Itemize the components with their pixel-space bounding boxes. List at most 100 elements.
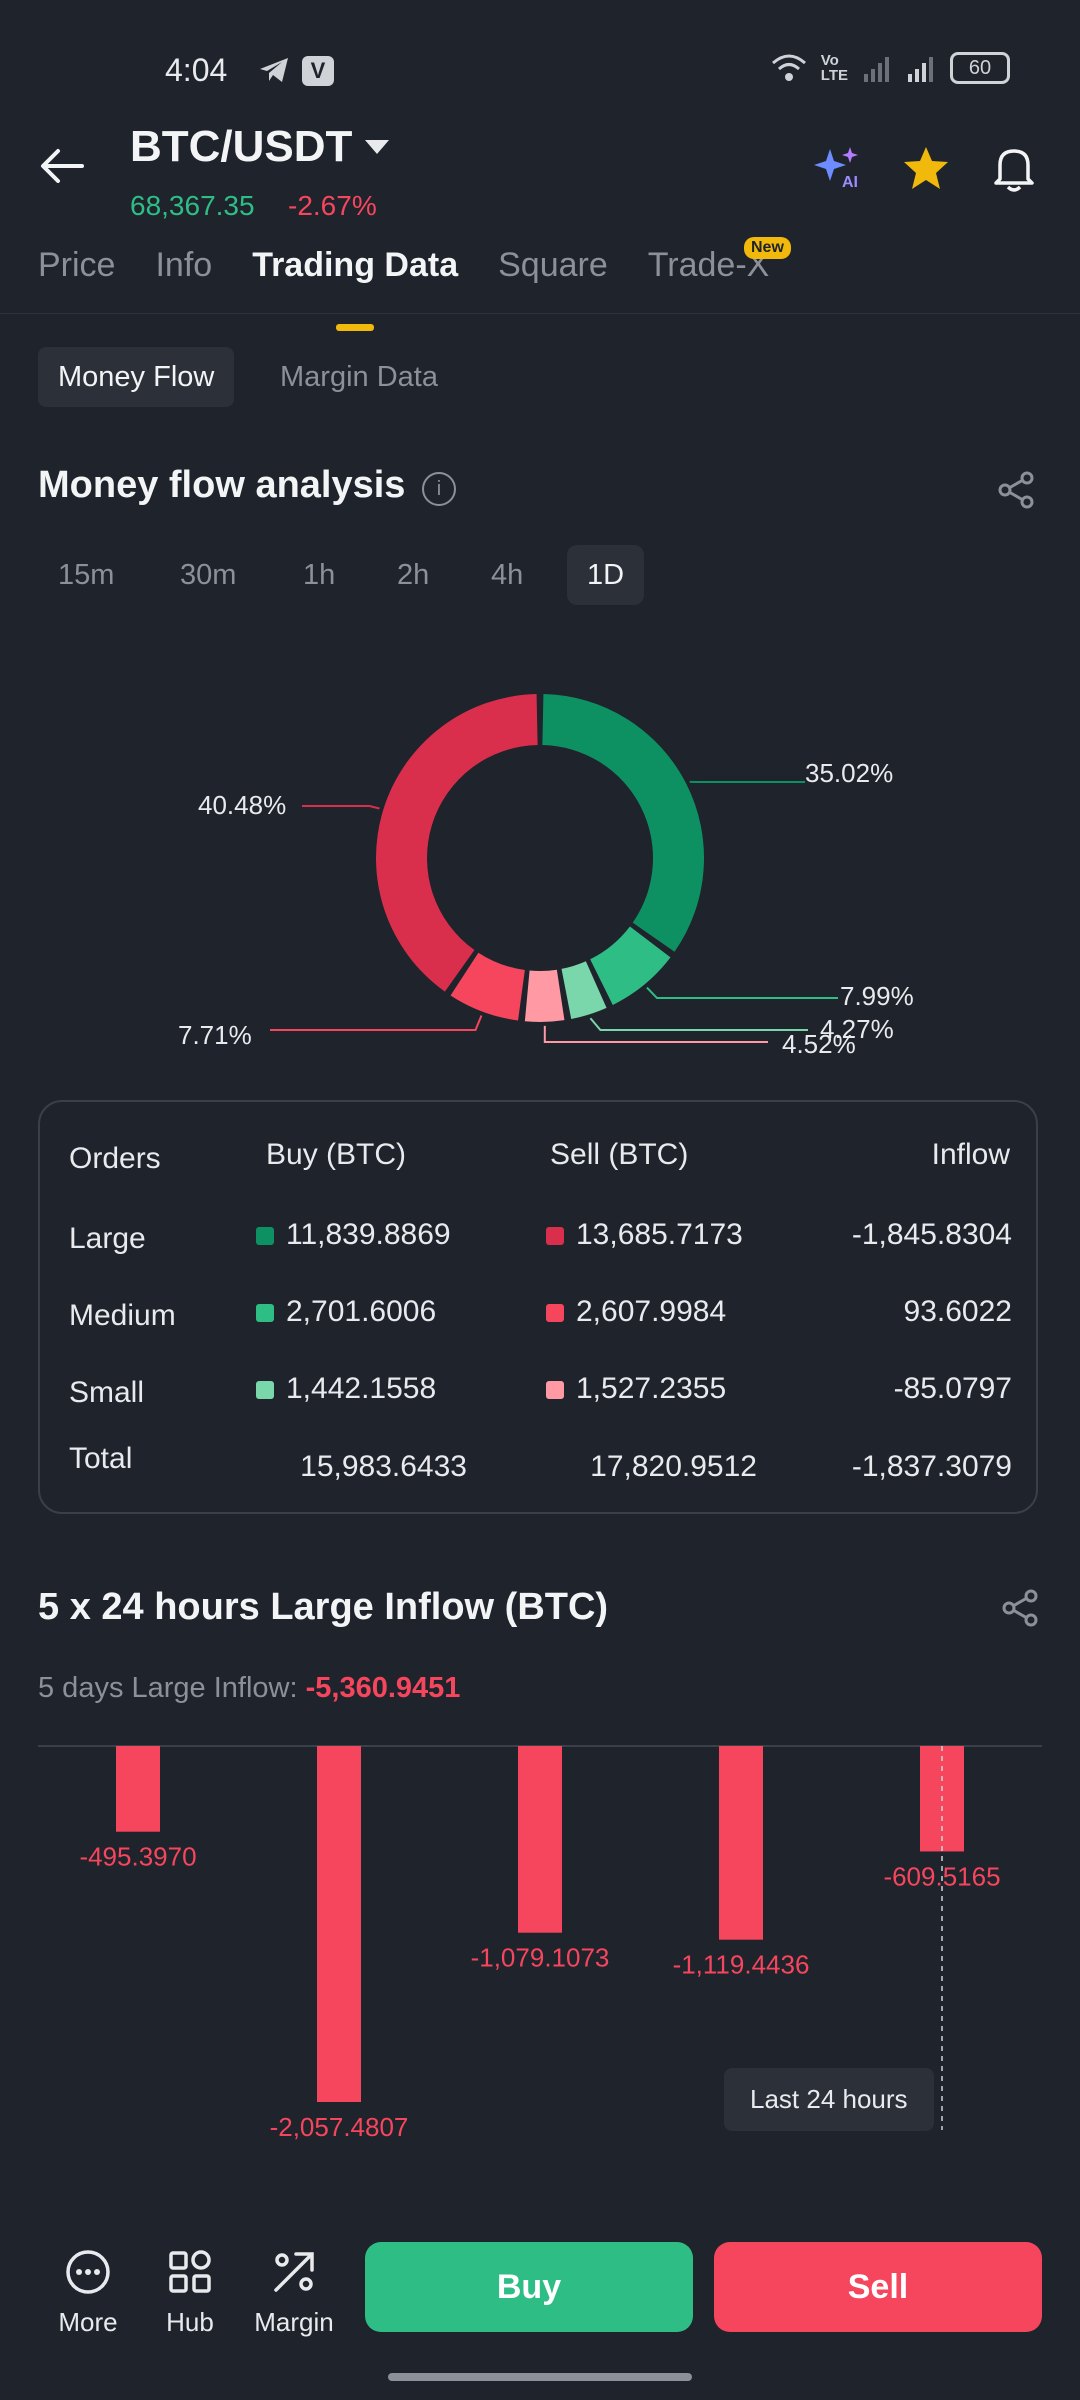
wifi-icon (771, 54, 806, 81)
range-30m[interactable]: 30m (180, 559, 237, 591)
hub-icon (169, 2250, 211, 2293)
inflow-bar[interactable] (719, 1746, 763, 1940)
range-15m[interactable]: 15m (58, 559, 115, 591)
row-sell-value: 2,607.9984 (576, 1295, 727, 1328)
ai-assistant-button[interactable]: AI (812, 145, 862, 196)
header-sell: Sell (BTC) (550, 1138, 689, 1171)
volte-icon: Vo LTE (820, 52, 848, 84)
row-buy: 1,442.1558 (256, 1372, 436, 1406)
row-inflow: -85.0797 (893, 1372, 1012, 1405)
home-indicator[interactable] (388, 2373, 692, 2381)
buy-button[interactable]: Buy (365, 2242, 693, 2332)
five-day-inflow-value: -5,360.9451 (305, 1672, 461, 1704)
tab-price[interactable]: Price (38, 246, 116, 284)
row-sell-value: 1,527.2355 (576, 1372, 727, 1405)
donut-label: 40.48% (198, 790, 286, 820)
donut-leader-line (589, 1017, 808, 1031)
tab-info[interactable]: Info (155, 246, 213, 284)
tab-trading-data[interactable]: Trading Data (252, 246, 459, 331)
large-inflow-bar-chart: -495.3970 -2,057.4807 -1,079.1073 -1,119.44… (38, 1745, 1042, 2142)
legend-swatch (256, 1381, 274, 1400)
signal-1-icon (864, 57, 889, 82)
row-sell: 1,527.2355 (546, 1372, 726, 1406)
inflow-bar[interactable] (116, 1746, 160, 1832)
row-buy: 2,701.6006 (256, 1295, 436, 1329)
hub-label: Hub (166, 2307, 214, 2337)
subtab-money-flow[interactable]: Money Flow (38, 347, 235, 407)
row-sell: 13,685.7173 (546, 1218, 743, 1252)
back-button[interactable] (40, 148, 84, 189)
notification-button[interactable] (992, 145, 1036, 198)
back-arrow-icon (41, 149, 84, 183)
donut-label: 35.02% (805, 758, 893, 788)
donut-label: 7.71% (178, 1020, 252, 1050)
donut-label: 4.52% (782, 1029, 856, 1059)
margin-label: Margin (254, 2307, 334, 2337)
orders-table (38, 1100, 1038, 1514)
donut-leader-line (302, 805, 380, 810)
donut-leader-line (543, 1025, 768, 1043)
row-inflow: 93.6022 (903, 1295, 1012, 1328)
range-2h[interactable]: 2h (397, 559, 430, 591)
donut-leader-line (646, 986, 838, 999)
header-inflow: Inflow (931, 1138, 1010, 1171)
large-inflow-title: 5 x 24 hours Large Inflow (BTC) (38, 1586, 609, 1628)
signal-2-icon (908, 57, 933, 82)
tab-square[interactable]: Square (498, 246, 608, 284)
donut-leader-line (270, 1015, 483, 1031)
new-badge: New (744, 237, 791, 259)
inflow-bar[interactable] (317, 1746, 361, 2102)
margin-icon (274, 2252, 314, 2292)
price-change: -2.67% (288, 190, 377, 221)
legend-swatch (546, 1227, 564, 1246)
inflow-bar[interactable] (518, 1746, 562, 1933)
info-icon[interactable]: i (422, 472, 456, 506)
donut-slice[interactable] (561, 961, 607, 1020)
last-24h-tooltip: Last 24 hours (724, 2068, 934, 2131)
svg-text:AI: AI (842, 174, 858, 191)
subtab-margin-data[interactable]: Margin Data (280, 361, 438, 393)
donut-slice[interactable] (376, 694, 538, 992)
row-buy-value: 1,442.1558 (286, 1372, 437, 1405)
tabs-divider (0, 313, 1080, 314)
donut-slice[interactable] (524, 969, 565, 1022)
range-1h[interactable]: 1h (303, 559, 336, 591)
donut-slice[interactable] (542, 694, 704, 952)
total-sell: 17,820.9512 (590, 1450, 757, 1483)
header-orders: Orders (69, 1142, 161, 1175)
last-price: 68,367.35 (130, 190, 255, 221)
app-notification-icon: V (302, 56, 334, 86)
bar-value-label: -2,057.4807 (270, 2112, 409, 2142)
donut-label: 4.27% (820, 1014, 894, 1044)
row-buy-value: 2,701.6006 (286, 1295, 437, 1328)
five-day-inflow: 5 days Large Inflow: -5,360.9451 (38, 1672, 460, 1705)
margin-button[interactable]: Margin (250, 2248, 338, 2338)
range-1d[interactable]: 1D (567, 545, 645, 605)
main-tabs: Price Info Trading Data Square Trade-X (38, 246, 769, 331)
share-inflow-button[interactable] (1000, 1588, 1040, 1633)
legend-swatch (546, 1381, 564, 1400)
hub-button[interactable]: Hub (152, 2248, 228, 2338)
total-label: Total (69, 1442, 133, 1475)
pair-dropdown-icon[interactable] (365, 140, 389, 154)
donut-slice[interactable] (450, 952, 525, 1021)
more-icon (66, 2250, 110, 2294)
donut-slice[interactable] (590, 926, 671, 1005)
pair-title[interactable]: BTC/USDT (130, 122, 353, 171)
row-label: Medium (69, 1299, 176, 1332)
favorite-button[interactable] (902, 145, 950, 196)
more-label: More (58, 2307, 118, 2337)
sell-button[interactable]: Sell (714, 2242, 1042, 2332)
share-money-flow-button[interactable] (996, 470, 1036, 515)
bell-icon (994, 149, 1034, 192)
legend-swatch (256, 1227, 274, 1246)
row-buy-value: 11,839.8869 (286, 1218, 451, 1251)
legend-swatch (546, 1304, 564, 1323)
ai-sparkle-icon: AI (814, 147, 858, 191)
share-icon (998, 471, 1034, 509)
more-button[interactable]: More (50, 2248, 126, 2338)
range-4h[interactable]: 4h (491, 559, 524, 591)
donut-label: 7.99% (840, 981, 914, 1011)
header-buy: Buy (BTC) (266, 1138, 407, 1171)
status-time: 4:04 (165, 52, 228, 88)
